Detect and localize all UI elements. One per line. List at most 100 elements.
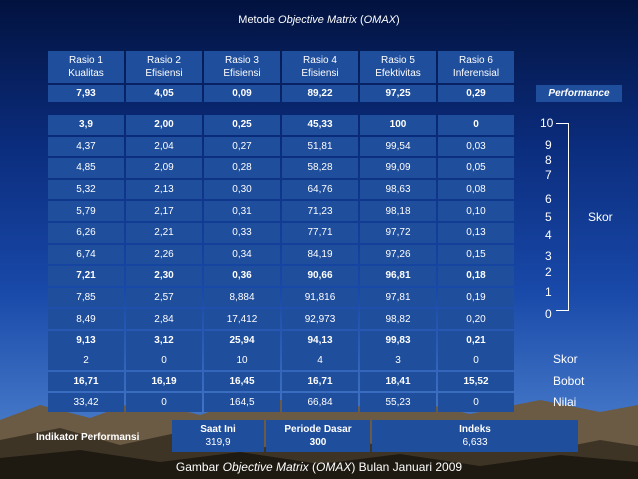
bottom-cell: 3 bbox=[360, 351, 436, 370]
indeks-label: Indeks bbox=[459, 424, 491, 435]
score-row: 9,13 3,12 25,94 94,13 99,83 0,21 bbox=[48, 330, 514, 351]
score-cell: 98,82 bbox=[360, 309, 436, 329]
indicator-table: Saat Ini 319,9 Periode Dasar 300 Indeks … bbox=[170, 418, 580, 454]
score-row: 4,37 2,04 0,27 51,81 99,54 0,03 bbox=[48, 136, 514, 157]
ratio-header-name: Rasio 1 bbox=[69, 55, 103, 66]
score-cell: 94,13 bbox=[282, 330, 358, 351]
ratio-header-6: Rasio 6 Inferensial bbox=[438, 51, 514, 83]
score-cell: 5,79 bbox=[48, 201, 124, 221]
score-cell: 0,27 bbox=[204, 136, 280, 157]
score-row: 5,79 2,17 0,31 71,23 98,18 0,10 bbox=[48, 201, 514, 221]
ratio-header-category: Efisiensi bbox=[145, 68, 183, 79]
bottom-cell: 16,19 bbox=[126, 372, 202, 391]
score-scale-number: 3 bbox=[545, 249, 552, 263]
score-cell: 51,81 bbox=[282, 136, 358, 157]
score-cell: 0,05 bbox=[438, 158, 514, 178]
score-cell: 2,13 bbox=[126, 179, 202, 200]
score-cell: 25,94 bbox=[204, 330, 280, 351]
ratio-header-table: Rasio 1 Kualitas Rasio 2 Efisiensi Rasio 3 Ef… bbox=[46, 49, 516, 104]
score-cell: 97,81 bbox=[360, 287, 436, 308]
ratio-header-category: Efisiensi bbox=[301, 68, 339, 79]
ratio-header-name: Rasio 3 bbox=[225, 55, 259, 66]
score-scale-bracket bbox=[556, 123, 569, 311]
score-weight-value-table: 2 0 10 4 3 0 16,71 16,19 16,45 16,71 18,41 15,52 33,… bbox=[46, 349, 516, 414]
score-cell: 0,13 bbox=[438, 222, 514, 243]
bottom-cell: 18,41 bbox=[360, 372, 436, 391]
score-cell: 6,74 bbox=[48, 244, 124, 265]
score-cell: 91,816 bbox=[282, 287, 358, 308]
score-scale-number: 5 bbox=[545, 210, 552, 224]
score-cell: 97,72 bbox=[360, 222, 436, 243]
performance-value-6: 0,29 bbox=[438, 85, 514, 102]
score-cell: 97,26 bbox=[360, 244, 436, 265]
performance-value-3: 0,09 bbox=[204, 85, 280, 102]
bottom-cell: 0 bbox=[438, 393, 514, 412]
score-cell: 0,10 bbox=[438, 201, 514, 221]
score-cell: 5,32 bbox=[48, 179, 124, 200]
figure-caption: Gambar Objective Matrix (OMAX) Bulan Jan… bbox=[175, 460, 463, 474]
ratio-header-name: Rasio 2 bbox=[147, 55, 181, 66]
periode-dasar-value: 300 bbox=[309, 437, 327, 448]
score-cell: 100 bbox=[360, 115, 436, 135]
score-cell: 98,63 bbox=[360, 179, 436, 200]
periode-dasar-cell: Periode Dasar 300 bbox=[266, 420, 370, 452]
ratio-header-category: Kualitas bbox=[68, 68, 104, 79]
score-cell: 98,18 bbox=[360, 201, 436, 221]
score-scale-number: 7 bbox=[545, 168, 552, 182]
bottom-row-label: Nilai bbox=[553, 395, 577, 409]
bottom-cell: 15,52 bbox=[438, 372, 514, 391]
bottom-cell: 16,71 bbox=[48, 372, 124, 391]
score-scale-number: 9 bbox=[545, 138, 552, 152]
score-cell: 96,81 bbox=[360, 266, 436, 286]
score-row: 6,74 2,26 0,34 84,19 97,26 0,15 bbox=[48, 244, 514, 265]
score-cell: 0,31 bbox=[204, 201, 280, 221]
score-cell: 71,23 bbox=[282, 201, 358, 221]
score-row: 3,9 2,00 0,25 45,33 100 0 bbox=[48, 115, 514, 135]
score-scale-label: Skor bbox=[588, 210, 613, 224]
score-scale-number: 1 bbox=[545, 285, 552, 299]
score-cell: 0,28 bbox=[204, 158, 280, 178]
ratio-header-4: Rasio 4 Efisiensi bbox=[282, 51, 358, 83]
score-cell: 0,30 bbox=[204, 179, 280, 200]
performance-value-5: 97,25 bbox=[360, 85, 436, 102]
score-cell: 4,85 bbox=[48, 158, 124, 178]
score-cell: 2,30 bbox=[126, 266, 202, 286]
score-scale-number: 4 bbox=[545, 228, 552, 242]
score-cell: 4,37 bbox=[48, 136, 124, 157]
saat-ini-value: 319,9 bbox=[205, 437, 231, 448]
page-title: Metode Objective Matrix (OMAX) bbox=[238, 14, 400, 26]
score-row: 7,85 2,57 8,884 91,816 97,81 0,19 bbox=[48, 287, 514, 308]
bottom-cell: 16,71 bbox=[282, 372, 358, 391]
score-matrix-table: 3,9 2,00 0,25 45,33 100 0 4,37 2,04 0,27 51,81 99,… bbox=[46, 113, 516, 353]
score-cell: 90,66 bbox=[282, 266, 358, 286]
bottom-cell: 55,23 bbox=[360, 393, 436, 412]
score-scale-number: 8 bbox=[545, 153, 552, 167]
indeks-value: 6,633 bbox=[462, 437, 488, 448]
score-cell: 2,04 bbox=[126, 136, 202, 157]
ratio-header-1: Rasio 1 Kualitas bbox=[48, 51, 124, 83]
score-cell: 2,26 bbox=[126, 244, 202, 265]
bottom-cell: 4 bbox=[282, 351, 358, 370]
bottom-row-skor: 2 0 10 4 3 0 bbox=[48, 351, 514, 370]
score-cell: 6,26 bbox=[48, 222, 124, 243]
score-cell: 0,33 bbox=[204, 222, 280, 243]
ratio-header-category: Inferensial bbox=[452, 68, 500, 79]
score-cell: 0,34 bbox=[204, 244, 280, 265]
score-cell: 99,83 bbox=[360, 330, 436, 351]
score-cell: 17,412 bbox=[204, 309, 280, 329]
score-cell: 64,76 bbox=[282, 179, 358, 200]
score-cell: 84,19 bbox=[282, 244, 358, 265]
bottom-cell: 2 bbox=[48, 351, 124, 370]
score-cell: 7,21 bbox=[48, 266, 124, 286]
ratio-header-name: Rasio 6 bbox=[459, 55, 493, 66]
score-row: 6,26 2,21 0,33 77,71 97,72 0,13 bbox=[48, 222, 514, 243]
score-cell: 2,57 bbox=[126, 287, 202, 308]
bottom-row-label: Bobot bbox=[553, 374, 585, 388]
indicator-label: Indikator Performansi bbox=[36, 432, 140, 443]
score-cell: 0,20 bbox=[438, 309, 514, 329]
indeks-cell: Indeks 6,633 bbox=[372, 420, 578, 452]
score-scale-number: 2 bbox=[545, 265, 552, 279]
performance-label: Performance bbox=[536, 85, 622, 102]
ratio-header-5: Rasio 5 Efektivitas bbox=[360, 51, 436, 83]
score-cell: 0,03 bbox=[438, 136, 514, 157]
